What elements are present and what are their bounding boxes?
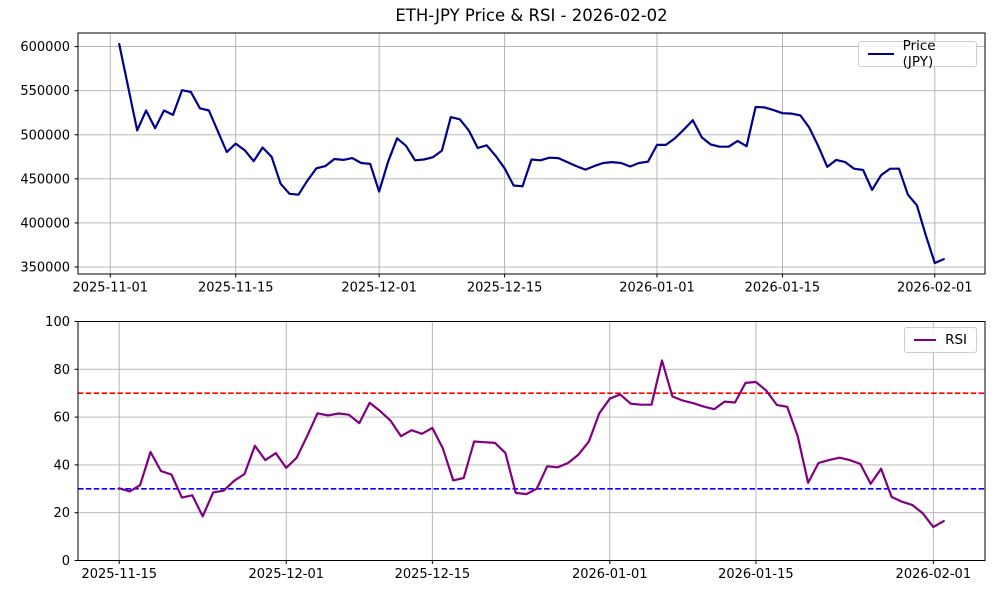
x-tick-label: 2026-01-15 — [745, 281, 821, 296]
x-tick-label: 2026-02-01 — [897, 281, 973, 296]
rsi-line — [118, 359, 945, 529]
x-tick-label: 2026-01-15 — [718, 567, 794, 582]
x-tick-label: 2025-12-15 — [467, 281, 543, 296]
rsi-legend-label: RSI — [945, 332, 967, 348]
y-tick-label: 40 — [53, 458, 70, 473]
price-line — [118, 42, 945, 265]
x-tick-label: 2026-01-01 — [619, 281, 695, 296]
y-tick-label: 450000 — [20, 172, 70, 187]
y-tick-label: 80 — [53, 363, 70, 378]
chart-title: ETH-JPY Price & RSI - 2026-02-02 — [395, 6, 668, 25]
y-tick-label: 400000 — [20, 216, 70, 231]
y-tick-label: 20 — [53, 506, 70, 521]
y-tick-label: 60 — [53, 411, 70, 426]
x-tick-label: 2025-12-15 — [395, 567, 471, 582]
price-subplot: 2025-11-01 2025-11-15 2025-12-01 2025-12-15… — [20, 32, 986, 296]
price-legend: Price (JPY) — [858, 38, 977, 70]
y-tick-label: 600000 — [20, 40, 70, 55]
rsi-plot-border — [77, 321, 986, 561]
x-tick-label: 2025-11-15 — [81, 567, 157, 582]
y-tick-label: 500000 — [20, 128, 70, 143]
price-legend-swatch — [868, 53, 894, 55]
x-tick-label: 2026-01-01 — [572, 567, 648, 582]
rsi-subplot: 2025-11-15 2025-12-01 2025-12-15 2026-01-01… — [45, 315, 986, 582]
y-tick-label: 100 — [45, 315, 70, 330]
rsi-legend-swatch — [914, 339, 937, 341]
x-tick-label: 2026-02-01 — [896, 567, 972, 582]
x-tick-label: 2025-11-15 — [198, 281, 274, 296]
rsi-legend: RSI — [904, 327, 977, 353]
x-tick-label: 2025-11-01 — [72, 281, 148, 296]
price-plot-border — [77, 32, 986, 275]
y-tick-label: 550000 — [20, 84, 70, 99]
y-tick-label: 0 — [62, 554, 70, 569]
x-tick-label: 2025-12-01 — [248, 567, 324, 582]
x-tick-label: 2025-12-01 — [341, 281, 417, 296]
price-legend-label: Price (JPY) — [902, 38, 936, 70]
y-tick-label: 350000 — [20, 261, 70, 276]
